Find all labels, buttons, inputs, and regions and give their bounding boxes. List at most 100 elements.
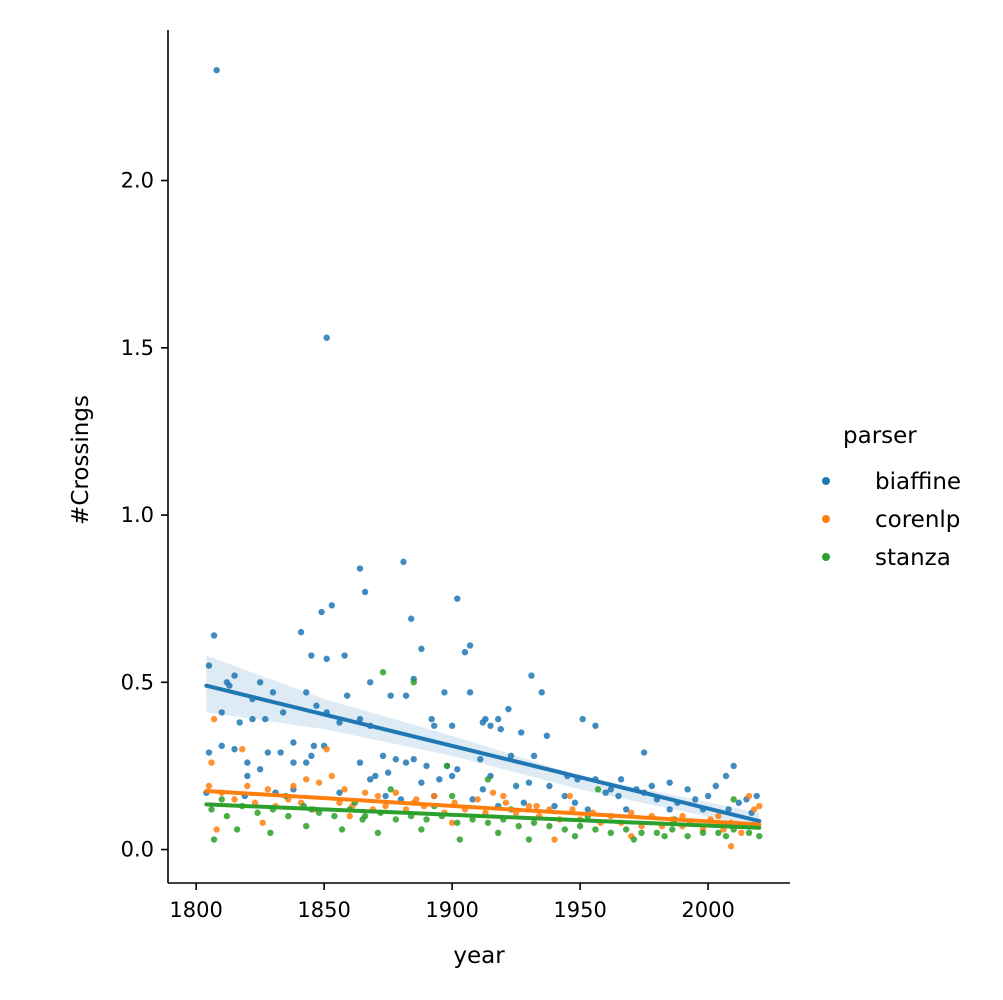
biaffine-point <box>226 682 233 689</box>
corenlp-point <box>361 789 369 796</box>
biaffine-point <box>402 692 410 699</box>
biaffine-trend-line <box>204 683 762 824</box>
biaffine-point <box>441 689 448 696</box>
corenlp-point <box>346 812 353 820</box>
stanza-point <box>423 816 430 823</box>
biaffine-point <box>528 672 535 679</box>
stanza-point <box>756 832 763 840</box>
biaffine-point <box>361 588 369 596</box>
biaffine-point <box>356 565 364 572</box>
biaffine-point <box>546 782 553 790</box>
corenlp-point <box>244 782 251 790</box>
corenlp-point <box>756 802 763 810</box>
scatter-points-layer <box>203 66 763 850</box>
biaffine-point <box>407 615 415 622</box>
biaffine-point <box>310 742 318 750</box>
biaffine-point <box>525 779 533 786</box>
biaffine-point <box>249 715 256 723</box>
biaffine-point <box>264 749 272 756</box>
biaffine-point <box>479 786 487 793</box>
y-tick-label: 0.0 <box>121 838 154 862</box>
x-axis-label: year <box>453 943 505 969</box>
corenlp-point <box>727 843 735 850</box>
biaffine-point <box>262 715 269 723</box>
biaffine-point <box>290 759 297 766</box>
biaffine-point <box>372 772 379 780</box>
axes <box>167 30 790 884</box>
biaffine-point <box>356 715 364 723</box>
biaffine-point <box>210 632 218 639</box>
biaffine-point <box>561 792 568 800</box>
biaffine-point <box>622 806 630 813</box>
stanza-point <box>745 829 753 837</box>
stanza-point <box>331 812 338 820</box>
corenlp-point <box>569 806 576 813</box>
biaffine-point <box>323 334 330 341</box>
biaffine-point <box>336 719 343 726</box>
biaffine-point <box>684 786 691 793</box>
y-tick-label: 1.5 <box>121 336 154 360</box>
biaffine-point <box>400 558 407 566</box>
y-axis-label: #Crossings <box>68 395 94 525</box>
biaffine-point <box>448 722 456 729</box>
biaffine-point <box>318 608 325 616</box>
legend-marker-biaffine <box>822 477 830 485</box>
biaffine-point <box>666 779 673 786</box>
biaffine-point <box>205 662 213 669</box>
biaffine-point <box>551 802 558 810</box>
legend-label-corenlp: corenlp <box>875 507 960 533</box>
stanza-point <box>653 829 661 837</box>
biaffine-point <box>218 742 225 750</box>
stanza-point <box>576 822 584 830</box>
stanza-point <box>661 832 668 840</box>
stanza-point <box>525 836 533 843</box>
biaffine-point <box>505 705 512 713</box>
biaffine-point <box>507 752 515 760</box>
biaffine-point <box>313 702 320 709</box>
x-tick-label: 1900 <box>425 898 478 922</box>
biaffine-point <box>571 799 579 806</box>
biaffine-point <box>308 652 315 659</box>
biaffine-point <box>308 752 315 760</box>
stanza-point <box>223 812 231 820</box>
legend-label-stanza: stanza <box>875 545 951 571</box>
corenlp-point <box>382 802 389 810</box>
corenlp-point <box>489 789 497 796</box>
biaffine-point <box>218 709 225 716</box>
corenlp-point <box>290 782 297 790</box>
biaffine-point <box>494 715 502 723</box>
stanza-point <box>208 806 215 813</box>
corenlp-point <box>525 802 533 810</box>
trend-lines-layer <box>204 683 762 830</box>
stanza-point <box>392 816 400 823</box>
biaffine-point <box>303 689 310 696</box>
biaffine-point <box>592 722 599 729</box>
biaffine-point <box>392 756 400 763</box>
stanza-point <box>530 819 538 826</box>
stanza-point <box>546 822 553 830</box>
biaffine-point <box>277 749 284 756</box>
stanza-point <box>571 832 579 840</box>
biaffine-point <box>692 796 699 803</box>
corenlp-point <box>431 792 438 800</box>
biaffine-point <box>269 689 277 696</box>
biaffine-point <box>466 642 474 649</box>
biaffine-point <box>336 789 343 796</box>
biaffine-point <box>436 776 443 783</box>
stanza-point <box>607 829 615 837</box>
stanza-point <box>469 816 476 823</box>
corenlp-point <box>750 806 758 813</box>
stanza-point <box>730 796 737 803</box>
corenlp-point <box>251 799 259 806</box>
biaffine-point <box>431 722 438 729</box>
stanza-point <box>622 826 630 833</box>
x-tick-label: 2000 <box>681 898 734 922</box>
stanza-point <box>410 679 417 686</box>
biaffine-point <box>297 628 305 636</box>
stanza-trend-line <box>204 802 762 830</box>
stanza-point <box>715 829 722 837</box>
legend-title: parser <box>843 423 917 449</box>
x-tick-label: 1850 <box>297 898 350 922</box>
stanza-point <box>561 826 568 833</box>
